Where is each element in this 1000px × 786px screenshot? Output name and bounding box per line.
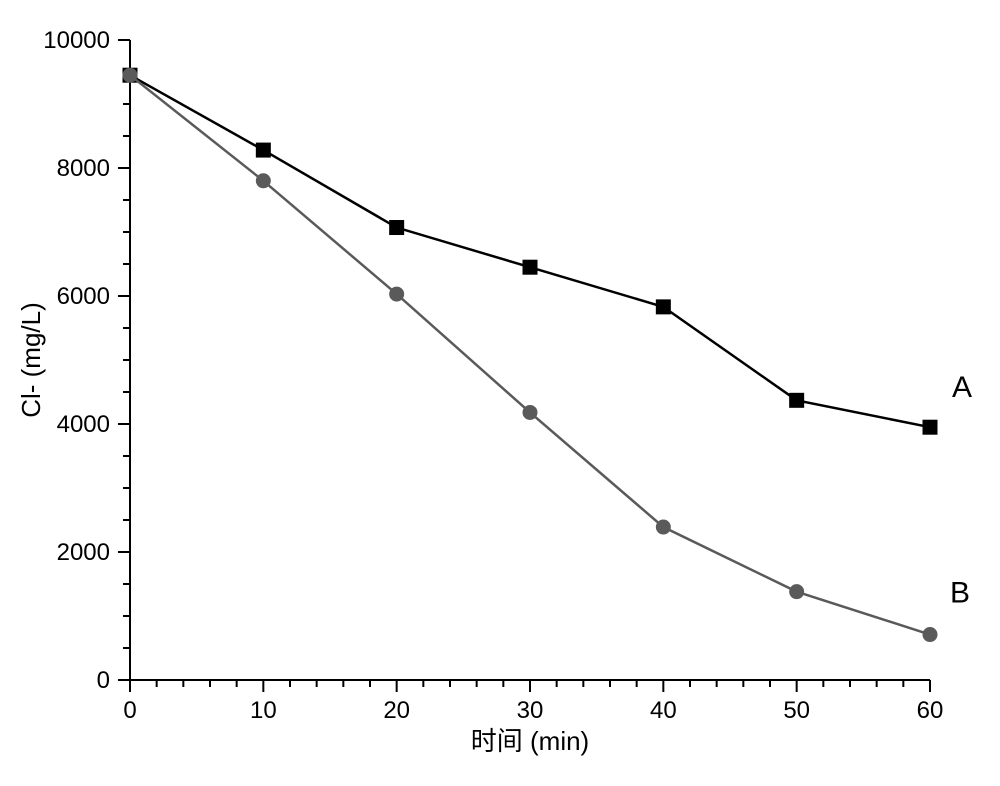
series-line-A [130,75,930,427]
x-tick-label: 10 [250,697,277,724]
y-tick-label: 6000 [57,283,110,310]
y-tick-label: 2000 [57,539,110,566]
series-marker-B [523,405,537,419]
series-marker-B [923,628,937,642]
y-tick-label: 0 [97,667,110,694]
series-marker-A [390,221,404,235]
series-marker-A [523,260,537,274]
series-marker-B [123,68,137,82]
x-tick-label: 60 [917,697,944,724]
y-tick-label: 8000 [57,155,110,182]
x-tick-label: 50 [783,697,810,724]
y-tick-label: 10000 [43,27,110,54]
x-tick-label: 30 [517,697,544,724]
series-marker-A [256,143,270,157]
y-tick-label: 4000 [57,411,110,438]
x-axis-label: 时间 (min) [471,726,589,756]
series-label-A: A [952,371,972,404]
series-marker-A [923,420,937,434]
y-axis-label: Cl- (mg/L) [16,302,46,418]
series-marker-B [390,287,404,301]
x-tick-label: 20 [383,697,410,724]
series-marker-B [790,585,804,599]
series-marker-B [656,520,670,534]
line-chart: 0 10 20 30 40 50 60 0 2000 4000 6000 8000 10000 时间 (m… [0,0,1000,786]
series-marker-B [256,174,270,188]
series-marker-A [790,393,804,407]
series-label-B: B [950,577,970,610]
x-tick-label: 40 [650,697,677,724]
series-line-B [130,75,930,634]
series-marker-A [656,300,670,314]
x-tick-label: 0 [123,697,136,724]
